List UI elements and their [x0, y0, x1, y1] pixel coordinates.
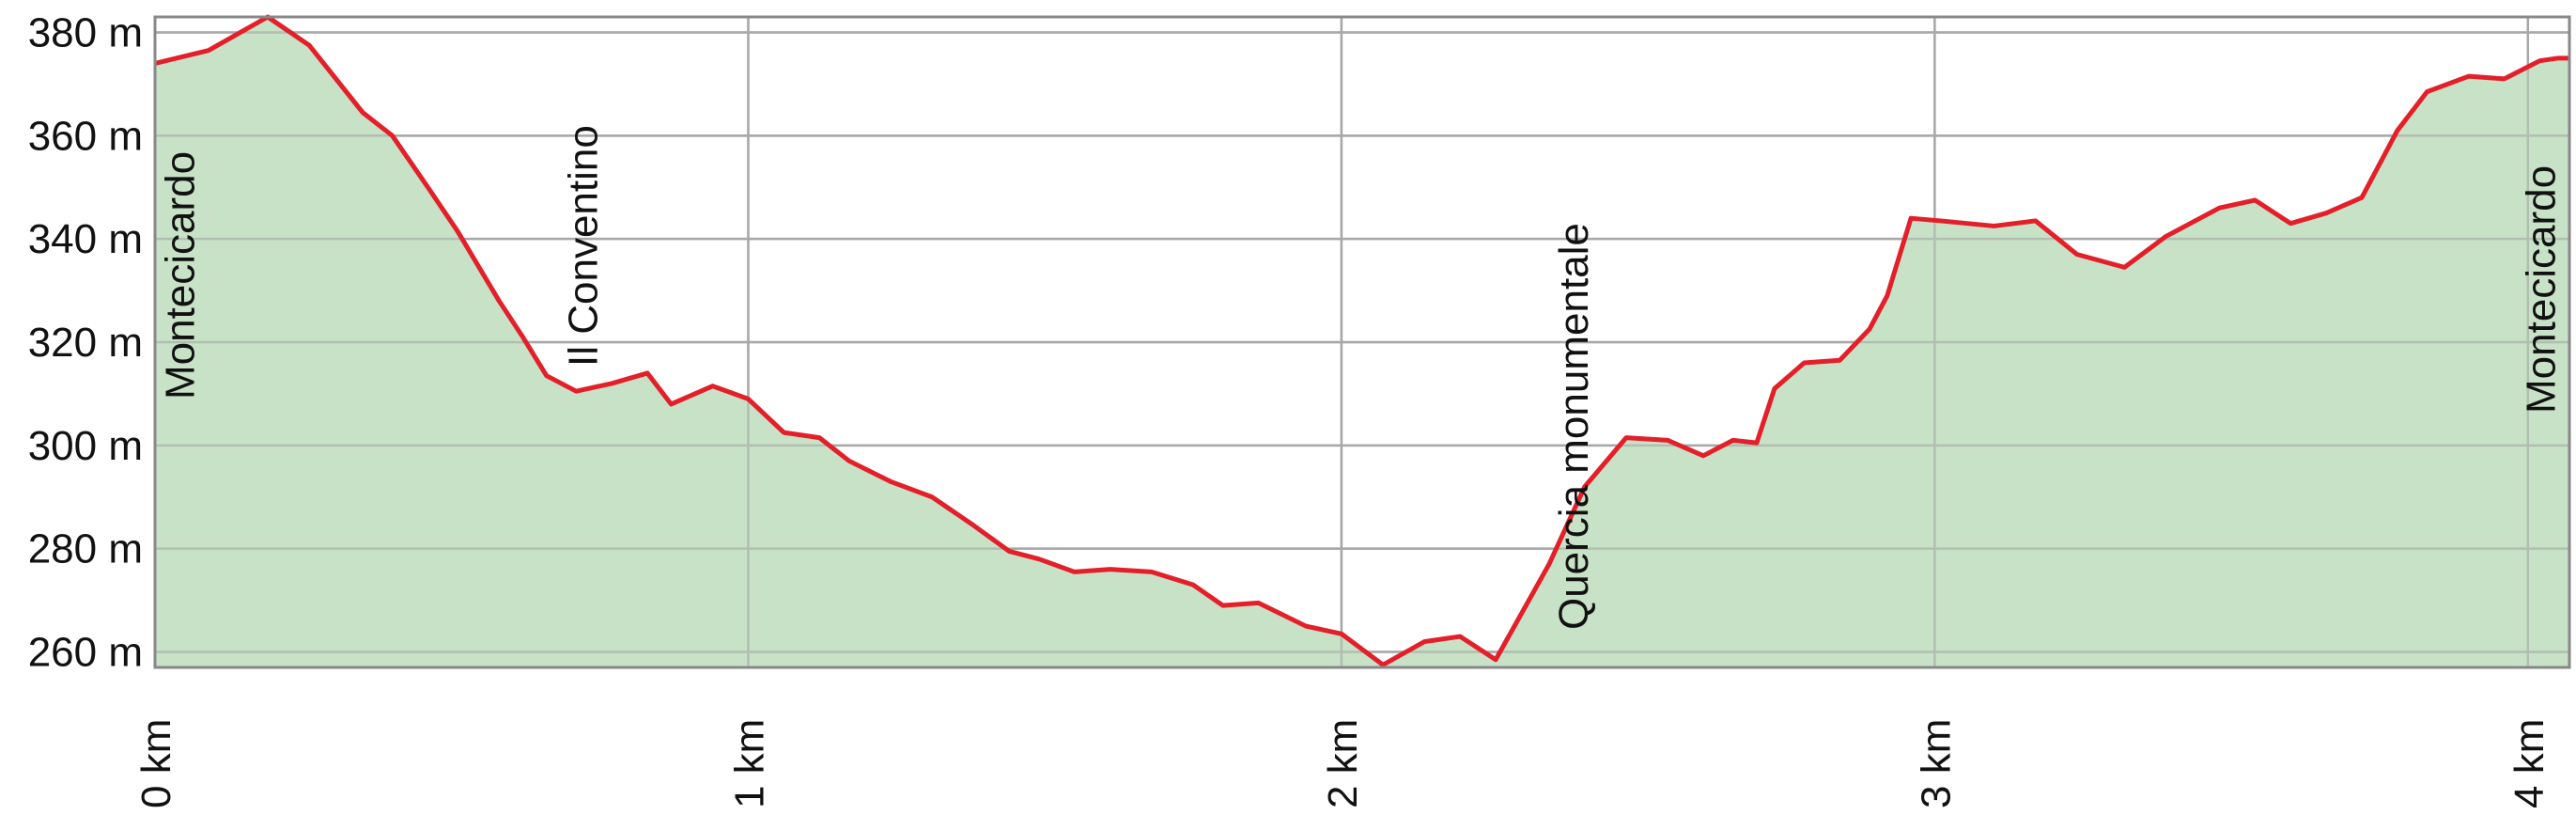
waypoint-label: Quercia monumentale — [1551, 223, 1597, 630]
y-tick-label: 280 m — [28, 526, 143, 572]
waypoint-label: Montecicardo — [2518, 165, 2564, 414]
elevation-line — [154, 14, 2569, 667]
x-tick-label: 0 km — [133, 719, 179, 808]
x-tick-labels: 0 km 1 km 2 km 3 km 4 km — [133, 719, 2553, 808]
y-tick-label: 380 m — [28, 9, 143, 55]
x-tick-label: 2 km — [1320, 719, 1366, 808]
plot-frame — [153, 15, 2571, 669]
waypoint-label: Il Conventino — [561, 125, 607, 367]
waypoint-label: Montecicardo — [157, 151, 203, 400]
grid-overlay — [153, 17, 2569, 667]
x-tick-label: 4 km — [2506, 719, 2553, 808]
y-tick-label: 340 m — [28, 216, 143, 262]
y-tick-label: 320 m — [28, 320, 143, 366]
x-tick-label: 1 km — [726, 719, 772, 808]
y-tick-label: 300 m — [28, 423, 143, 469]
y-tick-label: 360 m — [28, 113, 143, 159]
y-tick-labels: 260 m 280 m 300 m 320 m 340 m 360 m 380 m — [28, 9, 143, 675]
y-tick-label: 260 m — [28, 630, 143, 676]
elevation-area-fill — [155, 17, 2569, 667]
waypoint-annotations: Montecicardo Il Conventino Quercia monumen… — [157, 125, 2564, 630]
x-tick-label: 3 km — [1913, 719, 1959, 808]
